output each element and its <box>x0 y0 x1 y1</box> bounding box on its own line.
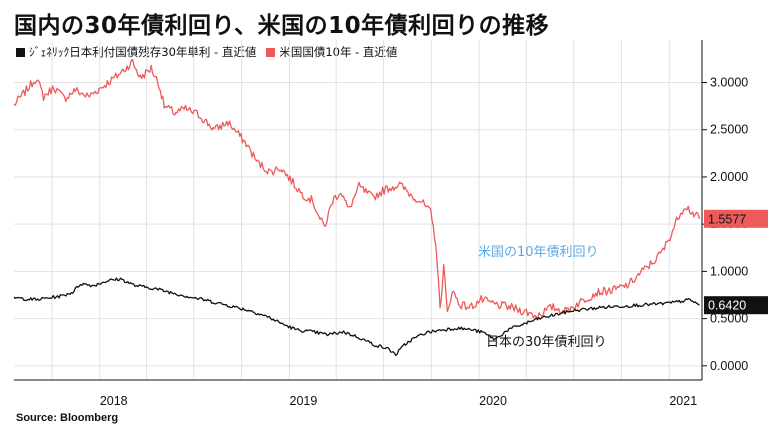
y-tick-label-2: 1.0000 <box>710 264 748 278</box>
end-label-us: 1.5577 <box>704 209 768 228</box>
x-tick-label-3: 2021 <box>669 394 697 408</box>
legend: ｼﾞｪﾈﾘｯｸ日本利付国債残存30年単利 - 直近値 米国国債10年 - 直近値 <box>16 44 407 60</box>
series-line-us <box>13 58 701 319</box>
series-line-jp <box>13 277 700 357</box>
y-tick-label-5: 2.5000 <box>710 123 748 137</box>
end-label-box-jp <box>704 296 768 315</box>
legend-swatch-us <box>266 47 276 57</box>
source-note: Source: Bloomberg <box>16 412 119 424</box>
chart-title: 国内の30年債利回り、米国の10年債利回りの推移 <box>14 13 550 39</box>
grid-layer <box>14 40 702 380</box>
end-label-jp: 0.6420 <box>704 296 768 315</box>
end-label-box-us <box>704 209 768 228</box>
end-label-text-us: 1.5577 <box>708 212 746 226</box>
y-tick-label-6: 3.0000 <box>710 76 748 90</box>
end-label-text-jp: 0.6420 <box>708 299 746 313</box>
annotation-us: 米国の10年債利回り <box>478 245 599 260</box>
y-tick-label-1: 0.5000 <box>710 312 748 326</box>
axis-layer: 0.00000.50001.00001.50002.00002.50003.00… <box>14 40 768 408</box>
x-tick-label-1: 2019 <box>290 394 318 408</box>
annotation-jp: 日本の30年債利回り <box>486 335 607 350</box>
x-tick-label-2: 2020 <box>479 394 507 408</box>
series-layer <box>13 58 701 357</box>
legend-item-us: 米国国債10年 - 直近値 <box>266 44 397 60</box>
legend-label-jp: ｼﾞｪﾈﾘｯｸ日本利付国債残存30年単利 - 直近値 <box>29 45 257 59</box>
y-tick-label-4: 2.0000 <box>710 170 748 184</box>
legend-label-us: 米国国債10年 - 直近値 <box>279 45 398 59</box>
legend-swatch-jp <box>16 47 25 57</box>
legend-item-jp: ｼﾞｪﾈﾘｯｸ日本利付国債残存30年単利 - 直近値 <box>16 44 256 60</box>
y-tick-label-0: 0.0000 <box>710 359 748 373</box>
x-tick-label-0: 2018 <box>100 394 128 408</box>
